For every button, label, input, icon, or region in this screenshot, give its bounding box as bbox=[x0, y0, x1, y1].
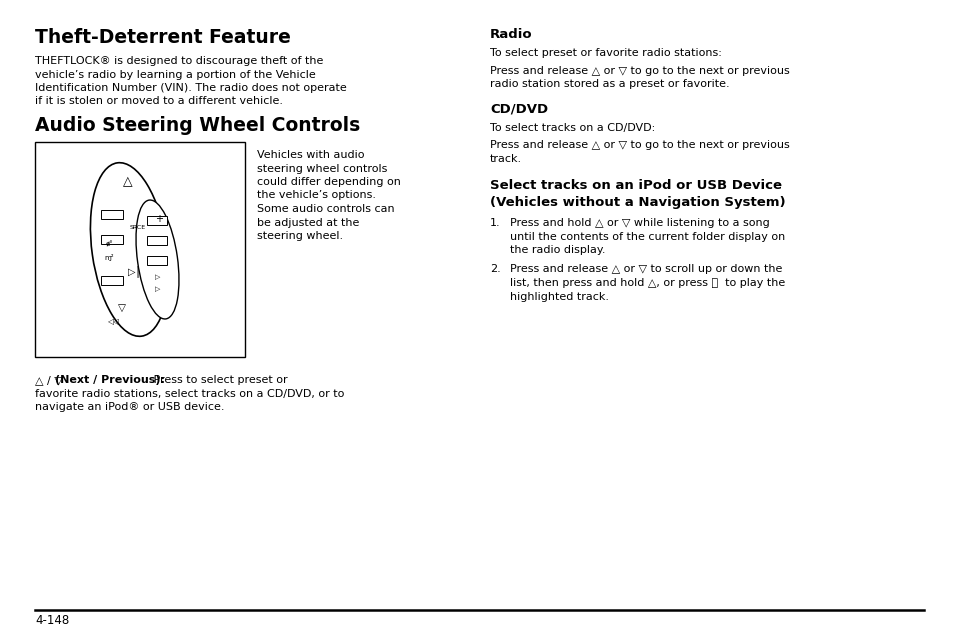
Text: 4-148: 4-148 bbox=[35, 614, 70, 627]
Text: favorite radio stations, select tracks on a CD/DVD, or to: favorite radio stations, select tracks o… bbox=[35, 389, 344, 399]
Bar bbox=[101, 235, 123, 244]
Text: could differ depending on: could differ depending on bbox=[256, 177, 400, 187]
Text: THEFTLOCK® is designed to discourage theft of the: THEFTLOCK® is designed to discourage the… bbox=[35, 56, 323, 66]
Text: SRCE: SRCE bbox=[130, 225, 146, 230]
Ellipse shape bbox=[91, 163, 169, 336]
Text: Theft-Deterrent Feature: Theft-Deterrent Feature bbox=[35, 28, 291, 47]
Text: track.: track. bbox=[490, 154, 521, 163]
Text: navigate an iPod® or USB device.: navigate an iPod® or USB device. bbox=[35, 402, 224, 412]
Text: ▷: ▷ bbox=[154, 274, 160, 281]
Text: ▷: ▷ bbox=[154, 286, 160, 292]
Text: steering wheel controls: steering wheel controls bbox=[256, 163, 387, 174]
Bar bbox=[101, 276, 123, 285]
Text: △ / ▽: △ / ▽ bbox=[35, 375, 66, 385]
Text: Press and release △ or ▽ to go to the next or previous: Press and release △ or ▽ to go to the ne… bbox=[490, 140, 789, 150]
Text: the vehicle’s options.: the vehicle’s options. bbox=[256, 191, 375, 200]
Text: Radio: Radio bbox=[490, 28, 532, 41]
Text: radio station stored as a preset or favorite.: radio station stored as a preset or favo… bbox=[490, 79, 729, 89]
Text: vehicle’s radio by learning a portion of the Vehicle: vehicle’s radio by learning a portion of… bbox=[35, 70, 315, 80]
Text: △: △ bbox=[123, 175, 132, 188]
Text: Press to select preset or: Press to select preset or bbox=[150, 375, 287, 385]
Text: ▷⎮: ▷⎮ bbox=[128, 265, 141, 278]
Text: ɇ°: ɇ° bbox=[106, 241, 113, 248]
Text: +: + bbox=[155, 214, 163, 225]
Text: be adjusted at the: be adjusted at the bbox=[256, 218, 359, 228]
Text: the radio display.: the radio display. bbox=[510, 245, 605, 255]
Bar bbox=[35, 142, 245, 357]
Text: Press and release △ or ▽ to go to the next or previous: Press and release △ or ▽ to go to the ne… bbox=[490, 66, 789, 75]
Text: Select tracks on an iPod or USB Device: Select tracks on an iPod or USB Device bbox=[490, 179, 781, 192]
Text: Press and hold △ or ▽ while listening to a song: Press and hold △ or ▽ while listening to… bbox=[510, 218, 769, 228]
Text: ◁◁: ◁◁ bbox=[108, 317, 119, 326]
Ellipse shape bbox=[136, 200, 179, 319]
Text: until the contents of the current folder display on: until the contents of the current folder… bbox=[510, 232, 784, 242]
Text: if it is stolen or moved to a different vehicle.: if it is stolen or moved to a different … bbox=[35, 96, 283, 107]
Text: Press and release △ or ▽ to scroll up or down the: Press and release △ or ▽ to scroll up or… bbox=[510, 265, 781, 274]
Text: Identification Number (VIN). The radio does not operate: Identification Number (VIN). The radio d… bbox=[35, 83, 346, 93]
Text: Vehicles with audio: Vehicles with audio bbox=[256, 150, 364, 160]
Text: CD/DVD: CD/DVD bbox=[490, 103, 548, 115]
Text: ▽: ▽ bbox=[117, 302, 126, 313]
Text: (Next / Previous):: (Next / Previous): bbox=[55, 375, 169, 385]
Text: highlighted track.: highlighted track. bbox=[510, 292, 608, 302]
Text: To select tracks on a CD/DVD:: To select tracks on a CD/DVD: bbox=[490, 122, 655, 133]
Bar bbox=[148, 255, 168, 265]
Text: (Vehicles without a Navigation System): (Vehicles without a Navigation System) bbox=[490, 196, 785, 209]
Bar bbox=[148, 235, 168, 244]
Bar bbox=[148, 216, 168, 225]
Text: 1.: 1. bbox=[490, 218, 500, 228]
Text: list, then press and hold △, or press ⏮  to play the: list, then press and hold △, or press ⏮ … bbox=[510, 278, 784, 288]
Text: Some audio controls can: Some audio controls can bbox=[256, 204, 395, 214]
Text: 2.: 2. bbox=[490, 265, 500, 274]
Bar bbox=[101, 210, 123, 219]
Text: To select preset or favorite radio stations:: To select preset or favorite radio stati… bbox=[490, 48, 721, 58]
Text: Audio Steering Wheel Controls: Audio Steering Wheel Controls bbox=[35, 116, 360, 135]
Text: ɱ²: ɱ² bbox=[105, 254, 114, 261]
Text: steering wheel.: steering wheel. bbox=[256, 231, 343, 241]
